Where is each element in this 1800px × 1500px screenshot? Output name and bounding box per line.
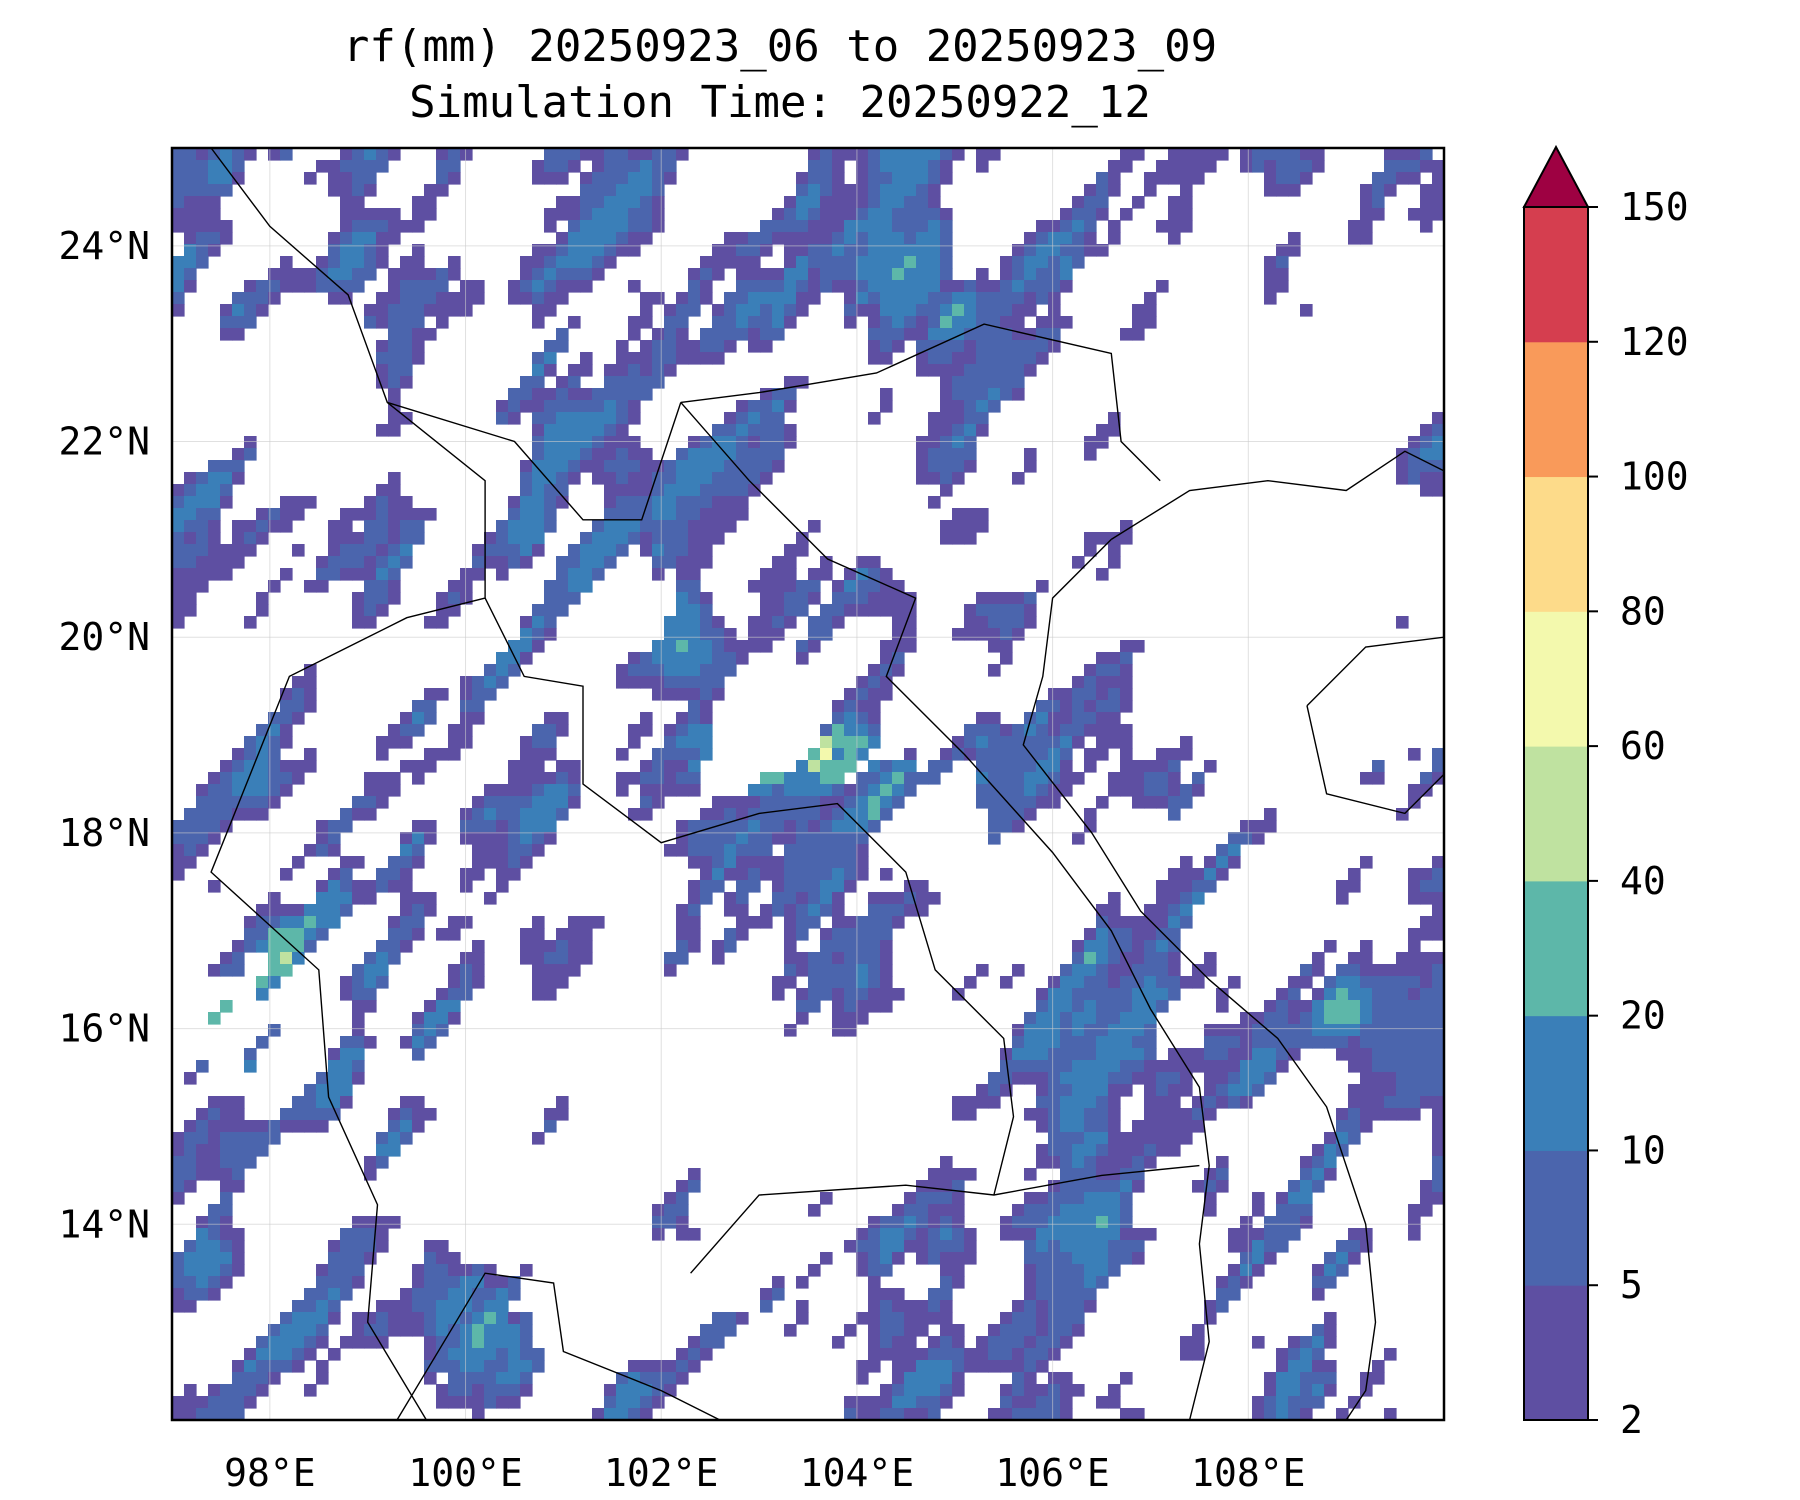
boundary-line — [1306, 636, 1444, 815]
colorbar-band — [1524, 611, 1588, 747]
boundary-line — [680, 401, 1210, 1420]
colorbar-tick-label: 5 — [1620, 1263, 1643, 1307]
colorbar-tick-label: 10 — [1620, 1128, 1666, 1172]
colorbar-tick-label: 100 — [1620, 455, 1689, 499]
colorbar-band — [1524, 207, 1588, 343]
colorbar-tick-label: 120 — [1620, 320, 1689, 364]
lon-tick-label: 106°E — [995, 1451, 1109, 1495]
colorbar-band — [1524, 476, 1588, 612]
longitude-ticks: 98°E 100°E 102°E 104°E 106°E 108°E — [224, 1451, 1305, 1495]
lon-tick-label: 102°E — [604, 1451, 718, 1495]
colorbar-tick-label: 80 — [1620, 589, 1666, 633]
lat-tick-label: 20°N — [58, 615, 150, 659]
colorbar-tick-label: 40 — [1620, 859, 1666, 903]
colorbar-tick-label: 60 — [1620, 724, 1666, 768]
latitude-ticks: 14°N 16°N 18°N 20°N 22°N 24°N — [58, 224, 150, 1246]
lat-tick-label: 22°N — [58, 420, 150, 464]
colorbar-tick-label: 150 — [1620, 185, 1689, 229]
lat-tick-label: 14°N — [58, 1202, 150, 1246]
boundary-line — [690, 1164, 1200, 1274]
colorbar-tick-label: 2 — [1620, 1398, 1643, 1442]
gridlines — [172, 148, 1444, 1420]
colorbar-band — [1524, 880, 1588, 1017]
colorbar-band — [1524, 1015, 1588, 1151]
title-line-2: Simulation Time: 20250922_12 — [409, 77, 1151, 128]
colorbar-band — [1524, 746, 1588, 882]
lon-tick-label: 104°E — [800, 1451, 914, 1495]
coastlines-borders — [210, 148, 1444, 1420]
boundary-line — [210, 148, 486, 1420]
boundary-line — [1110, 450, 1444, 540]
boundary-line — [1022, 538, 1377, 1420]
lon-tick-label: 108°E — [1191, 1451, 1305, 1495]
colorbar-extend-arrow — [1522, 144, 1590, 208]
colorbar: 2 5 10 20 40 60 80 100 120 150 — [1522, 144, 1689, 1442]
map-frame — [170, 146, 1446, 1422]
colorbar-tick-label: 20 — [1620, 994, 1666, 1038]
colorbar-frame — [1523, 206, 1589, 1421]
colorbar-band — [1524, 1150, 1588, 1286]
lon-tick-label: 98°E — [224, 1451, 316, 1495]
lat-tick-label: 16°N — [58, 1007, 150, 1051]
lat-tick-label: 24°N — [58, 224, 150, 268]
boundary-line — [484, 597, 1015, 1196]
colorbar-band — [1524, 341, 1588, 478]
rainfall-field — [172, 148, 1444, 1420]
lat-tick-label: 18°N — [58, 811, 150, 855]
colorbar-band — [1524, 1285, 1588, 1421]
lon-tick-label: 100°E — [408, 1451, 522, 1495]
title-line-1: rf(mm) 20250923_06 to 20250923_09 — [342, 21, 1218, 72]
boundary-line — [396, 1272, 721, 1420]
boundary-line — [387, 401, 682, 521]
boundary-line — [680, 323, 1161, 482]
